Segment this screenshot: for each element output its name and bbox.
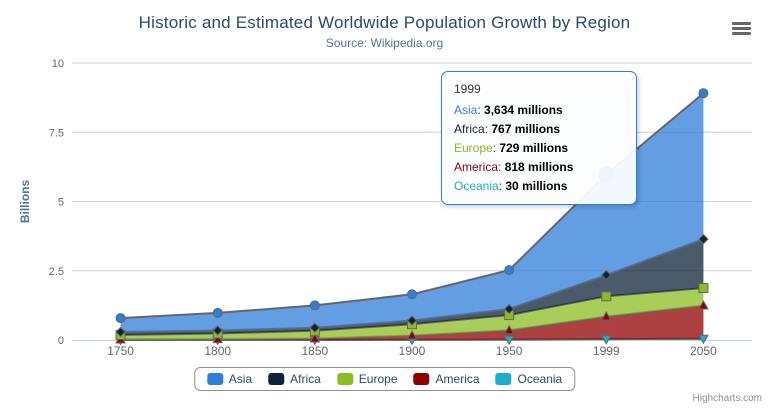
marker-asia-2050[interactable] — [698, 88, 709, 99]
legend-item-america[interactable]: America — [413, 372, 480, 386]
legend: Asia Africa Europe America Oceania — [193, 367, 576, 391]
legend-item-oceania[interactable]: Oceania — [495, 372, 563, 386]
x-axis-label: 2050 — [690, 344, 717, 358]
legend-swatch-oceania — [495, 373, 512, 385]
chart-title: Historic and Estimated Worldwide Populat… — [138, 13, 631, 32]
y-axis-label: 10 — [52, 58, 64, 70]
legend-swatch-europe — [336, 373, 353, 385]
series-area-asia[interactable] — [120, 93, 704, 332]
marker-america-1950[interactable] — [503, 324, 515, 335]
x-axis-label: 1850 — [302, 344, 329, 358]
x-axis-label: 1750 — [107, 344, 134, 358]
marker-africa-2050[interactable] — [698, 233, 709, 245]
marker-europe-1999[interactable] — [601, 291, 612, 302]
marker-oceania-1950[interactable] — [503, 335, 515, 346]
marker-asia-1999-hovered[interactable] — [598, 166, 615, 183]
series-area-africa[interactable] — [120, 239, 704, 335]
marker-asia-1800[interactable] — [212, 307, 223, 318]
y-axis-label: 5 — [58, 197, 64, 209]
legend-label: Africa — [290, 372, 321, 386]
legend-swatch-asia — [206, 373, 223, 385]
marker-asia-1750[interactable] — [115, 313, 126, 324]
legend-label: Asia — [228, 372, 253, 386]
marker-africa-1750[interactable] — [115, 326, 126, 338]
marker-america-1850[interactable] — [309, 332, 321, 343]
marker-america-1900[interactable] — [406, 329, 418, 340]
marker-africa-1950[interactable] — [503, 303, 515, 315]
y-axis-title: Billions — [18, 180, 32, 224]
legend-item-europe[interactable]: Europe — [336, 372, 398, 386]
credits-link[interactable]: Highcharts.com — [692, 393, 762, 404]
x-axis-label: 1800 — [204, 344, 231, 358]
y-axis-label: 0 — [58, 335, 64, 347]
marker-asia-1900[interactable] — [407, 289, 417, 300]
marker-america-2050[interactable] — [698, 299, 709, 310]
marker-africa-1999[interactable] — [601, 269, 612, 281]
marker-oceania-2050[interactable] — [698, 334, 709, 345]
legend-swatch-africa — [268, 373, 285, 385]
marker-asia-1850[interactable] — [309, 300, 320, 311]
legend-label: Europe — [358, 372, 398, 386]
legend-swatch-america — [413, 373, 430, 385]
legend-label: Oceania — [517, 372, 563, 386]
marker-america-1800[interactable] — [212, 333, 224, 344]
hamburger-icon — [731, 21, 751, 25]
y-axis-label: 2.5 — [49, 266, 64, 278]
chart-subtitle: Source: Wikipedia.org — [325, 36, 444, 50]
legend-item-asia[interactable]: Asia — [206, 372, 253, 386]
marker-africa-1850[interactable] — [309, 322, 321, 333]
marker-europe-2050[interactable] — [698, 283, 709, 294]
marker-america-1999[interactable] — [600, 310, 612, 321]
marker-oceania-1999[interactable] — [600, 335, 612, 345]
y-axis-label: 7.5 — [49, 127, 64, 139]
context-menu-button[interactable] — [727, 17, 755, 39]
series-area-america[interactable] — [120, 305, 704, 340]
marker-asia-1950[interactable] — [504, 265, 515, 276]
x-axis-label: 1999 — [593, 344, 620, 358]
marker-africa-1900[interactable] — [406, 315, 418, 326]
legend-item-africa[interactable]: Africa — [268, 372, 321, 386]
x-axis-label: 1900 — [399, 344, 426, 358]
legend-label: America — [435, 372, 480, 386]
x-axis-label: 1950 — [496, 344, 523, 358]
marker-africa-1800[interactable] — [212, 325, 223, 336]
